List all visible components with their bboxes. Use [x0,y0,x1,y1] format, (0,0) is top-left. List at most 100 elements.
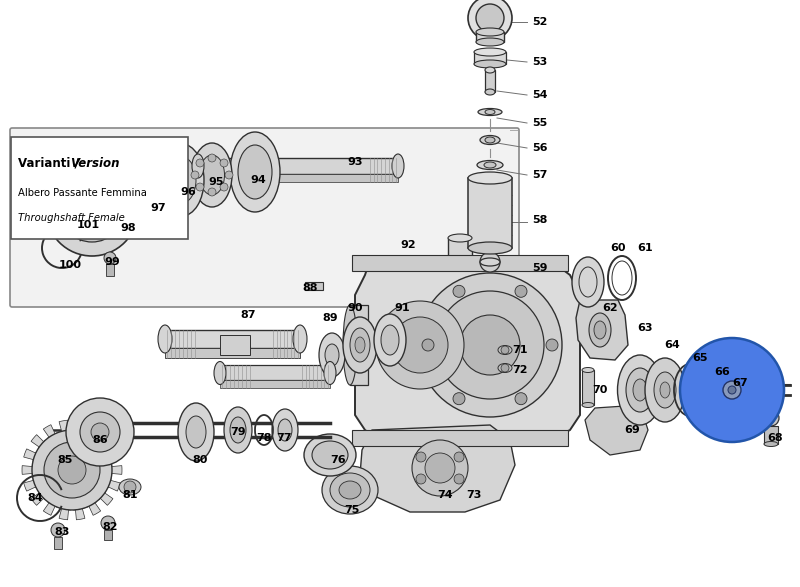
Circle shape [515,393,527,404]
Ellipse shape [325,344,339,366]
Text: 57: 57 [532,170,548,180]
Text: 90: 90 [347,303,362,313]
Bar [350,305,368,385]
Circle shape [32,430,112,510]
Circle shape [111,205,121,215]
Ellipse shape [654,372,676,408]
Circle shape [91,181,101,191]
Bar [220,335,250,355]
Text: 61: 61 [637,243,653,253]
Polygon shape [59,420,70,432]
Ellipse shape [330,473,370,507]
Polygon shape [24,449,37,461]
Circle shape [453,393,465,404]
Text: 67: 67 [732,378,748,388]
Ellipse shape [186,416,206,448]
Ellipse shape [660,382,670,398]
Text: 97: 97 [150,203,166,213]
Circle shape [454,474,464,484]
Ellipse shape [374,314,406,366]
Bar [220,365,330,380]
Circle shape [75,226,85,236]
Text: 72: 72 [512,365,528,375]
Circle shape [124,481,136,493]
Ellipse shape [626,368,654,412]
Ellipse shape [474,48,506,56]
Bar [305,282,323,290]
Ellipse shape [343,305,357,385]
Circle shape [546,339,558,351]
Ellipse shape [178,403,214,461]
Circle shape [208,154,216,162]
Ellipse shape [238,145,272,199]
Ellipse shape [343,317,377,373]
Circle shape [728,386,736,394]
Polygon shape [112,464,122,475]
Ellipse shape [160,144,204,216]
Ellipse shape [339,481,361,499]
Ellipse shape [572,257,604,307]
Ellipse shape [582,367,594,373]
Circle shape [501,346,509,354]
Circle shape [101,516,115,530]
Ellipse shape [119,479,141,495]
Ellipse shape [498,363,512,373]
Text: 54: 54 [532,90,548,100]
Ellipse shape [618,355,662,425]
Polygon shape [87,424,101,438]
Circle shape [436,291,544,399]
Text: 74: 74 [437,490,453,500]
Circle shape [476,4,504,32]
Ellipse shape [476,38,504,46]
Bar [764,426,778,444]
Text: 88: 88 [302,283,318,293]
Circle shape [76,194,108,226]
Bar [582,370,594,405]
Bar [468,178,512,248]
Text: 87: 87 [240,310,256,320]
Circle shape [208,188,216,196]
Polygon shape [31,491,45,505]
Ellipse shape [278,419,292,441]
Circle shape [501,364,509,372]
Ellipse shape [498,346,512,355]
Text: 58: 58 [532,215,548,225]
Ellipse shape [224,407,252,453]
Circle shape [66,398,134,466]
Circle shape [80,412,120,452]
Polygon shape [24,478,37,491]
Ellipse shape [645,358,685,422]
Bar [198,158,398,174]
Text: 89: 89 [322,313,338,323]
Bar [54,537,62,549]
Bar [476,32,504,42]
Bar [485,70,495,92]
FancyBboxPatch shape [10,128,519,307]
Ellipse shape [480,258,500,266]
Text: 93: 93 [347,157,362,167]
Circle shape [220,183,228,191]
Bar [474,52,506,64]
Ellipse shape [477,160,503,170]
Circle shape [418,273,562,417]
Circle shape [91,228,101,239]
Text: 100: 100 [58,260,82,270]
Circle shape [58,456,86,484]
Text: 98: 98 [120,223,136,233]
Text: 55: 55 [532,118,548,128]
Text: 66: 66 [714,367,730,377]
Ellipse shape [324,362,336,384]
Polygon shape [99,491,113,505]
Ellipse shape [199,155,225,195]
Ellipse shape [272,409,298,451]
Circle shape [416,474,426,484]
Polygon shape [576,300,628,360]
Text: 94: 94 [250,175,266,185]
Text: 78: 78 [256,433,272,443]
Circle shape [125,223,135,233]
Text: 63: 63 [638,323,653,333]
Text: 59: 59 [532,263,548,273]
Text: Throughshaft Female: Throughshaft Female [18,213,125,223]
Ellipse shape [355,337,365,353]
Ellipse shape [392,154,404,178]
